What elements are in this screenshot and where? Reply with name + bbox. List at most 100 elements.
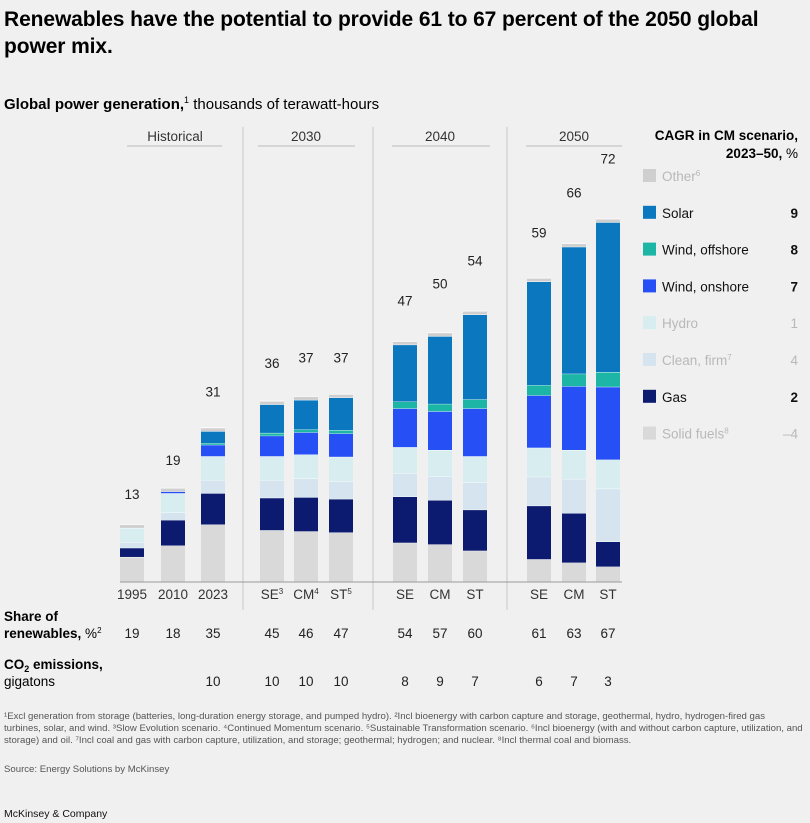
subtitle-bold: Global power generation,	[4, 96, 185, 113]
bar-segment-gas-7	[428, 500, 452, 545]
bar-segment-other-1	[161, 488, 185, 492]
x-tick-text-0: 1995	[117, 587, 147, 602]
co2-emissions-6: 8	[401, 674, 409, 689]
bar-segment-wind_onshore-7	[428, 411, 452, 450]
x-tick-label-3: SE3	[261, 587, 284, 602]
bar-segment-solid_fuels-3	[260, 530, 284, 582]
x-tick-label-0: 1995	[117, 587, 147, 602]
bar-segment-solid_fuels-11	[596, 566, 620, 582]
bar-segment-solid_fuels-8	[463, 550, 487, 583]
bar-segment-wind_offshore-3	[260, 432, 284, 436]
bar-segment-hydro-4	[294, 454, 318, 479]
bar-segment-gas-0	[120, 547, 144, 557]
legend-cagr-solar: 9	[790, 206, 798, 221]
legend-swatch-wind_offshore	[643, 242, 656, 256]
renewables-share-4: 46	[298, 626, 313, 641]
bar-segment-hydro-7	[428, 449, 452, 477]
x-tick-label-2: 2023	[198, 587, 228, 602]
total-label-3: 36	[264, 356, 279, 371]
total-label-10: 66	[566, 185, 581, 200]
bar-segment-gas-8	[463, 509, 487, 551]
bar-segment-hydro-9	[527, 447, 551, 477]
bar-segment-hydro-8	[463, 456, 487, 483]
x-tick-text-8: ST	[466, 587, 483, 602]
row-label-co2-1: CO2 emissions,	[4, 657, 103, 674]
bar-segment-wind_offshore-2	[201, 443, 225, 445]
renewables-share-2: 35	[205, 626, 220, 641]
legend-label-hydro: Hydro	[662, 316, 698, 331]
bar-segment-hydro-1	[161, 493, 185, 513]
x-tick-sup-4: 4	[314, 587, 319, 596]
bar-segment-solar-11	[596, 222, 620, 373]
bar-segment-clean_firm-3	[260, 480, 284, 498]
group-header-3: 2050	[559, 129, 589, 144]
co2-emissions-8: 7	[471, 674, 479, 689]
bar-segment-clean_firm-2	[201, 480, 225, 494]
bar-segment-clean_firm-10	[562, 479, 586, 514]
legend-swatch-other	[643, 169, 656, 182]
bar-segment-gas-11	[596, 541, 620, 567]
legend-swatch-solar	[643, 205, 656, 219]
legend-label-text-wind_offshore: Wind, offshore	[662, 243, 749, 258]
bar-segment-clean_firm-7	[428, 476, 452, 501]
bar-segment-other-7	[428, 332, 452, 337]
x-tick-label-4: CM4	[293, 587, 319, 602]
co2-emissions-2: 10	[205, 674, 220, 689]
bar-segment-solar-6	[393, 344, 417, 402]
total-labels: 13 19 31 36 37 37 47 50 54 59 66 72	[124, 151, 615, 502]
bar-segment-solid_fuels-6	[393, 542, 417, 582]
legend-label-text-solid_fuels: Solid fuels	[662, 427, 725, 442]
x-tick-label-10: CM	[564, 587, 585, 602]
bar-segment-wind_offshore-9	[527, 385, 551, 396]
bar-segment-wind_onshore-1	[161, 491, 185, 494]
bar-segment-solid_fuels-5	[329, 532, 353, 582]
footnote: ¹Excl generation from storage (batteries…	[4, 711, 803, 746]
row-label-co2-2: gigatons	[4, 674, 55, 689]
row-label-renewables-bold: renewables,	[4, 626, 81, 641]
bar-segment-solid_fuels-4	[294, 531, 318, 582]
legend-label-sup-other: 6	[696, 169, 701, 178]
bar-segment-solid_fuels-1	[161, 545, 185, 582]
co2-emissions-10: 7	[570, 674, 578, 689]
bar-segment-solid_fuels-0	[120, 556, 144, 582]
bar-segment-hydro-10	[562, 449, 586, 480]
renewables-share-5: 47	[333, 626, 348, 641]
bar-segment-wind_offshore-11	[596, 372, 620, 387]
legend-label-text-wind_onshore: Wind, onshore	[662, 279, 749, 294]
legend: CAGR in CM scenario, 2023–50, % Other6 Sola…	[643, 128, 798, 442]
bar-segment-other-10	[562, 243, 586, 247]
total-label-9: 59	[531, 225, 546, 240]
group-header-1: 2030	[291, 129, 321, 144]
bar-segment-wind_offshore-7	[428, 403, 452, 412]
legend-cagr-solid_fuels: –4	[783, 427, 799, 442]
row-label-renewables-unit: %	[81, 626, 97, 641]
legend-cagr-gas: 2	[790, 390, 798, 405]
x-tick-label-5: ST5	[330, 587, 352, 602]
legend-label-text-other: Other	[662, 169, 696, 184]
renewables-share-9: 61	[531, 626, 546, 641]
x-tick-text-4: CM	[293, 587, 314, 602]
legend-label-wind_offshore: Wind, offshore	[662, 243, 749, 258]
renewables-share-10: 63	[566, 626, 581, 641]
subtitle-sup: 1	[184, 95, 190, 105]
bar-segment-other-9	[527, 278, 551, 282]
bar-segment-wind_onshore-6	[393, 408, 417, 448]
bar-segment-other-8	[463, 311, 487, 315]
bar-segment-clean_firm-1	[161, 512, 185, 520]
row-label-co2-sub: 2	[24, 664, 29, 674]
bar-segment-hydro-11	[596, 459, 620, 489]
x-tick-text-5: ST	[330, 587, 347, 602]
bar-segment-solar-4	[294, 399, 318, 430]
bar-segment-hydro-3	[260, 456, 284, 481]
renewables-share-0: 19	[124, 626, 139, 641]
legend-cagr-wind_offshore: 8	[790, 243, 798, 258]
bar-segment-wind_offshore-10	[562, 373, 586, 387]
renewables-share-8: 60	[467, 626, 482, 641]
bar-segment-clean_firm-5	[329, 481, 353, 499]
x-tick-label-1: 2010	[158, 587, 188, 602]
total-label-2: 31	[205, 385, 220, 400]
legend-label-solid_fuels: Solid fuels8	[662, 427, 729, 442]
legend-header-2-bold: 2023–50,	[726, 146, 782, 161]
bars	[120, 218, 622, 583]
